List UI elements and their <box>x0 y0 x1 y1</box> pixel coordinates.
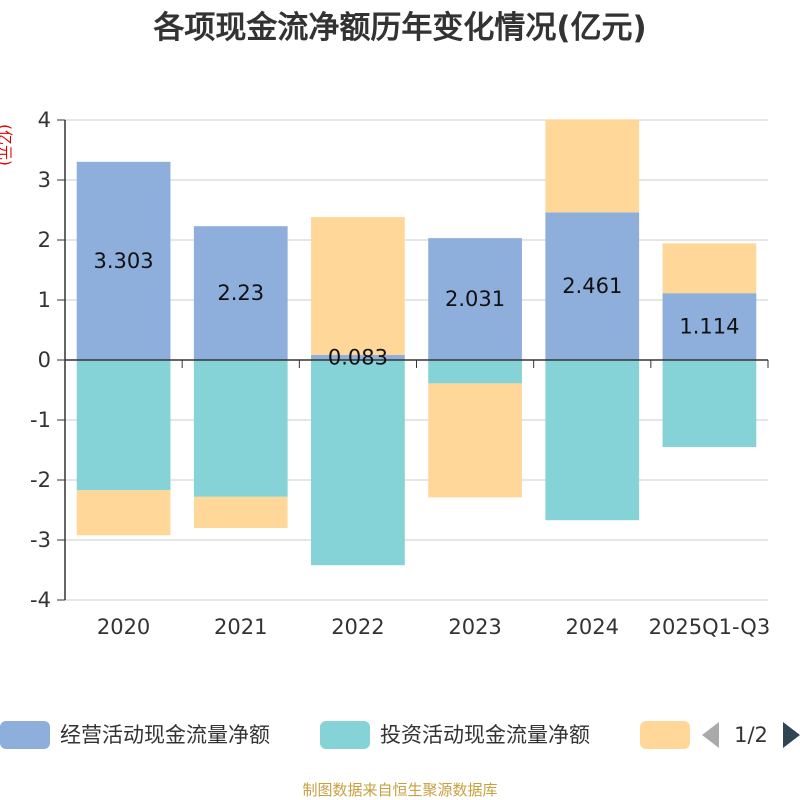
x-tick-label: 2024 <box>566 615 619 639</box>
legend-swatch <box>640 721 690 749</box>
bar-series2-2022 <box>311 360 405 566</box>
legend-label: 经营活动现金流量净额 <box>60 723 270 747</box>
bar-series3-2024 <box>545 119 640 213</box>
x-tick-label: 2021 <box>214 615 267 639</box>
bar-series2-2023 <box>428 360 522 384</box>
bar-series2-2020 <box>76 360 171 491</box>
bar-series2-2024 <box>545 360 640 521</box>
bar-series2-2021 <box>193 360 288 497</box>
source-note: 制图数据来自恒生聚源数据库 <box>302 781 497 799</box>
prev-page-icon[interactable] <box>702 722 719 748</box>
y-tick-label: -2 <box>30 468 51 492</box>
x-tick-label: 2022 <box>331 615 384 639</box>
data-label: 2.23 <box>217 281 264 305</box>
y-tick-label: 0 <box>38 348 51 372</box>
bar-series3-2025Q1-Q3 <box>662 243 757 294</box>
y-tick-label: -3 <box>30 528 51 552</box>
y-tick-label: 4 <box>38 108 51 132</box>
data-label: 2.031 <box>445 287 505 311</box>
next-page-icon[interactable] <box>783 722 800 748</box>
y-tick-label: -4 <box>30 588 51 612</box>
bar-series2-2025Q1-Q3 <box>662 360 757 447</box>
bar-series1-2025Q1-Q3 <box>662 293 757 360</box>
bar-series3-2023 <box>428 383 522 498</box>
y-axis-unit: (亿元) <box>0 124 14 166</box>
y-tick-label: 2 <box>38 228 51 252</box>
bar-series3-2021 <box>193 496 288 528</box>
bar-series1-2023 <box>428 238 522 360</box>
y-tick-label: 1 <box>38 288 51 312</box>
data-labels: 3.303 2.23 0.083 2.031 2.461 1.114 <box>94 249 740 370</box>
x-tick-label: 2020 <box>97 615 150 639</box>
bar-series1-2020 <box>76 161 171 360</box>
pager-text: 1/2 <box>734 723 768 747</box>
legend-label: 投资活动现金流量净额 <box>380 723 590 747</box>
bar-series3-2020 <box>76 490 171 536</box>
bar-series1-2021 <box>193 226 288 360</box>
data-label: 2.461 <box>562 274 622 298</box>
data-label: 1.114 <box>679 315 739 339</box>
gridlines <box>65 119 768 601</box>
x-tick-label: 2023 <box>448 615 501 639</box>
y-tick-label: 3 <box>38 168 51 192</box>
bar-series3-2022 <box>311 217 405 356</box>
axes: 4 3 2 1 0 -1 -2 -3 -4 2020 2021 2022 2023 2024 2025Q1-… <box>30 108 770 639</box>
legend-swatch <box>0 721 50 749</box>
legend-pager: 1/2 <box>702 722 800 748</box>
bar-series1-2024 <box>545 212 640 360</box>
data-label: 3.303 <box>94 249 154 273</box>
legend-swatch <box>320 721 370 749</box>
chart-title: 各项现金流净额历年变化情况(亿元) <box>152 10 646 46</box>
bar-series1-2022 <box>311 355 405 360</box>
x-tick-label: 2025Q1-Q3 <box>649 615 771 639</box>
legend: 经营活动现金流量净额 投资活动现金流量净额 <box>0 721 690 749</box>
bars <box>76 119 757 566</box>
y-tick-label: -1 <box>30 408 51 432</box>
data-label: 0.083 <box>328 346 388 370</box>
